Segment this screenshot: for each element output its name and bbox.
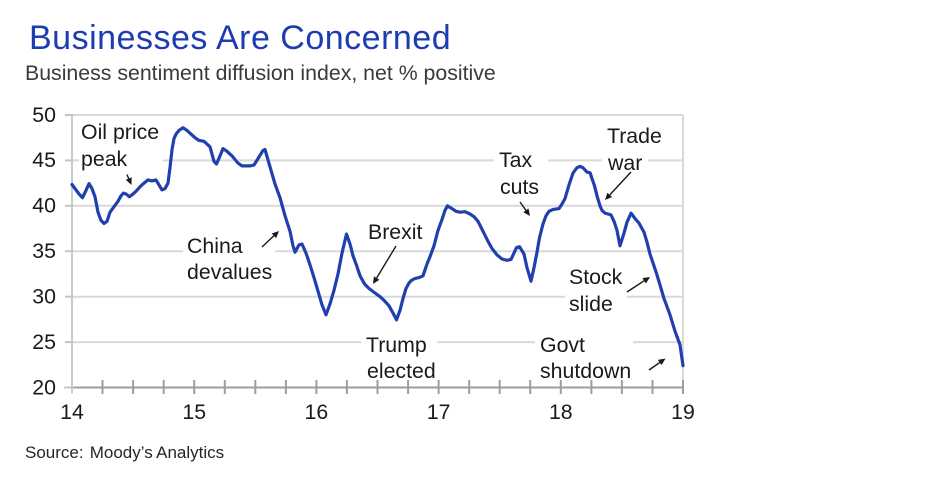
svg-text:Trump: Trump (366, 333, 427, 357)
svg-text:14: 14 (60, 400, 84, 424)
svg-text:45: 45 (32, 148, 56, 172)
svg-text:50: 50 (32, 103, 56, 127)
svg-text:Oil price: Oil price (81, 120, 159, 144)
svg-text:30: 30 (32, 285, 56, 309)
svg-text:16: 16 (305, 400, 329, 424)
svg-text:China: China (187, 234, 243, 258)
svg-text:elected: elected (367, 359, 436, 383)
svg-text:Govt: Govt (540, 333, 585, 357)
svg-text:slide: slide (569, 292, 613, 316)
svg-text:15: 15 (182, 400, 206, 424)
svg-text:20: 20 (32, 375, 56, 399)
svg-text:Tax: Tax (499, 148, 532, 172)
svg-text:35: 35 (32, 239, 56, 263)
svg-text:devalues: devalues (187, 260, 272, 284)
svg-text:war: war (607, 151, 642, 175)
svg-text:Stock: Stock (569, 265, 623, 289)
svg-text:shutdown: shutdown (540, 359, 631, 383)
svg-text:Brexit: Brexit (368, 220, 423, 244)
svg-text:17: 17 (427, 400, 451, 424)
svg-text:18: 18 (549, 400, 573, 424)
svg-text:Trade: Trade (607, 124, 662, 148)
svg-text:40: 40 (32, 194, 56, 218)
svg-text:cuts: cuts (500, 175, 539, 199)
svg-text:25: 25 (32, 330, 56, 354)
svg-text:peak: peak (81, 147, 128, 171)
svg-text:19: 19 (671, 400, 695, 424)
